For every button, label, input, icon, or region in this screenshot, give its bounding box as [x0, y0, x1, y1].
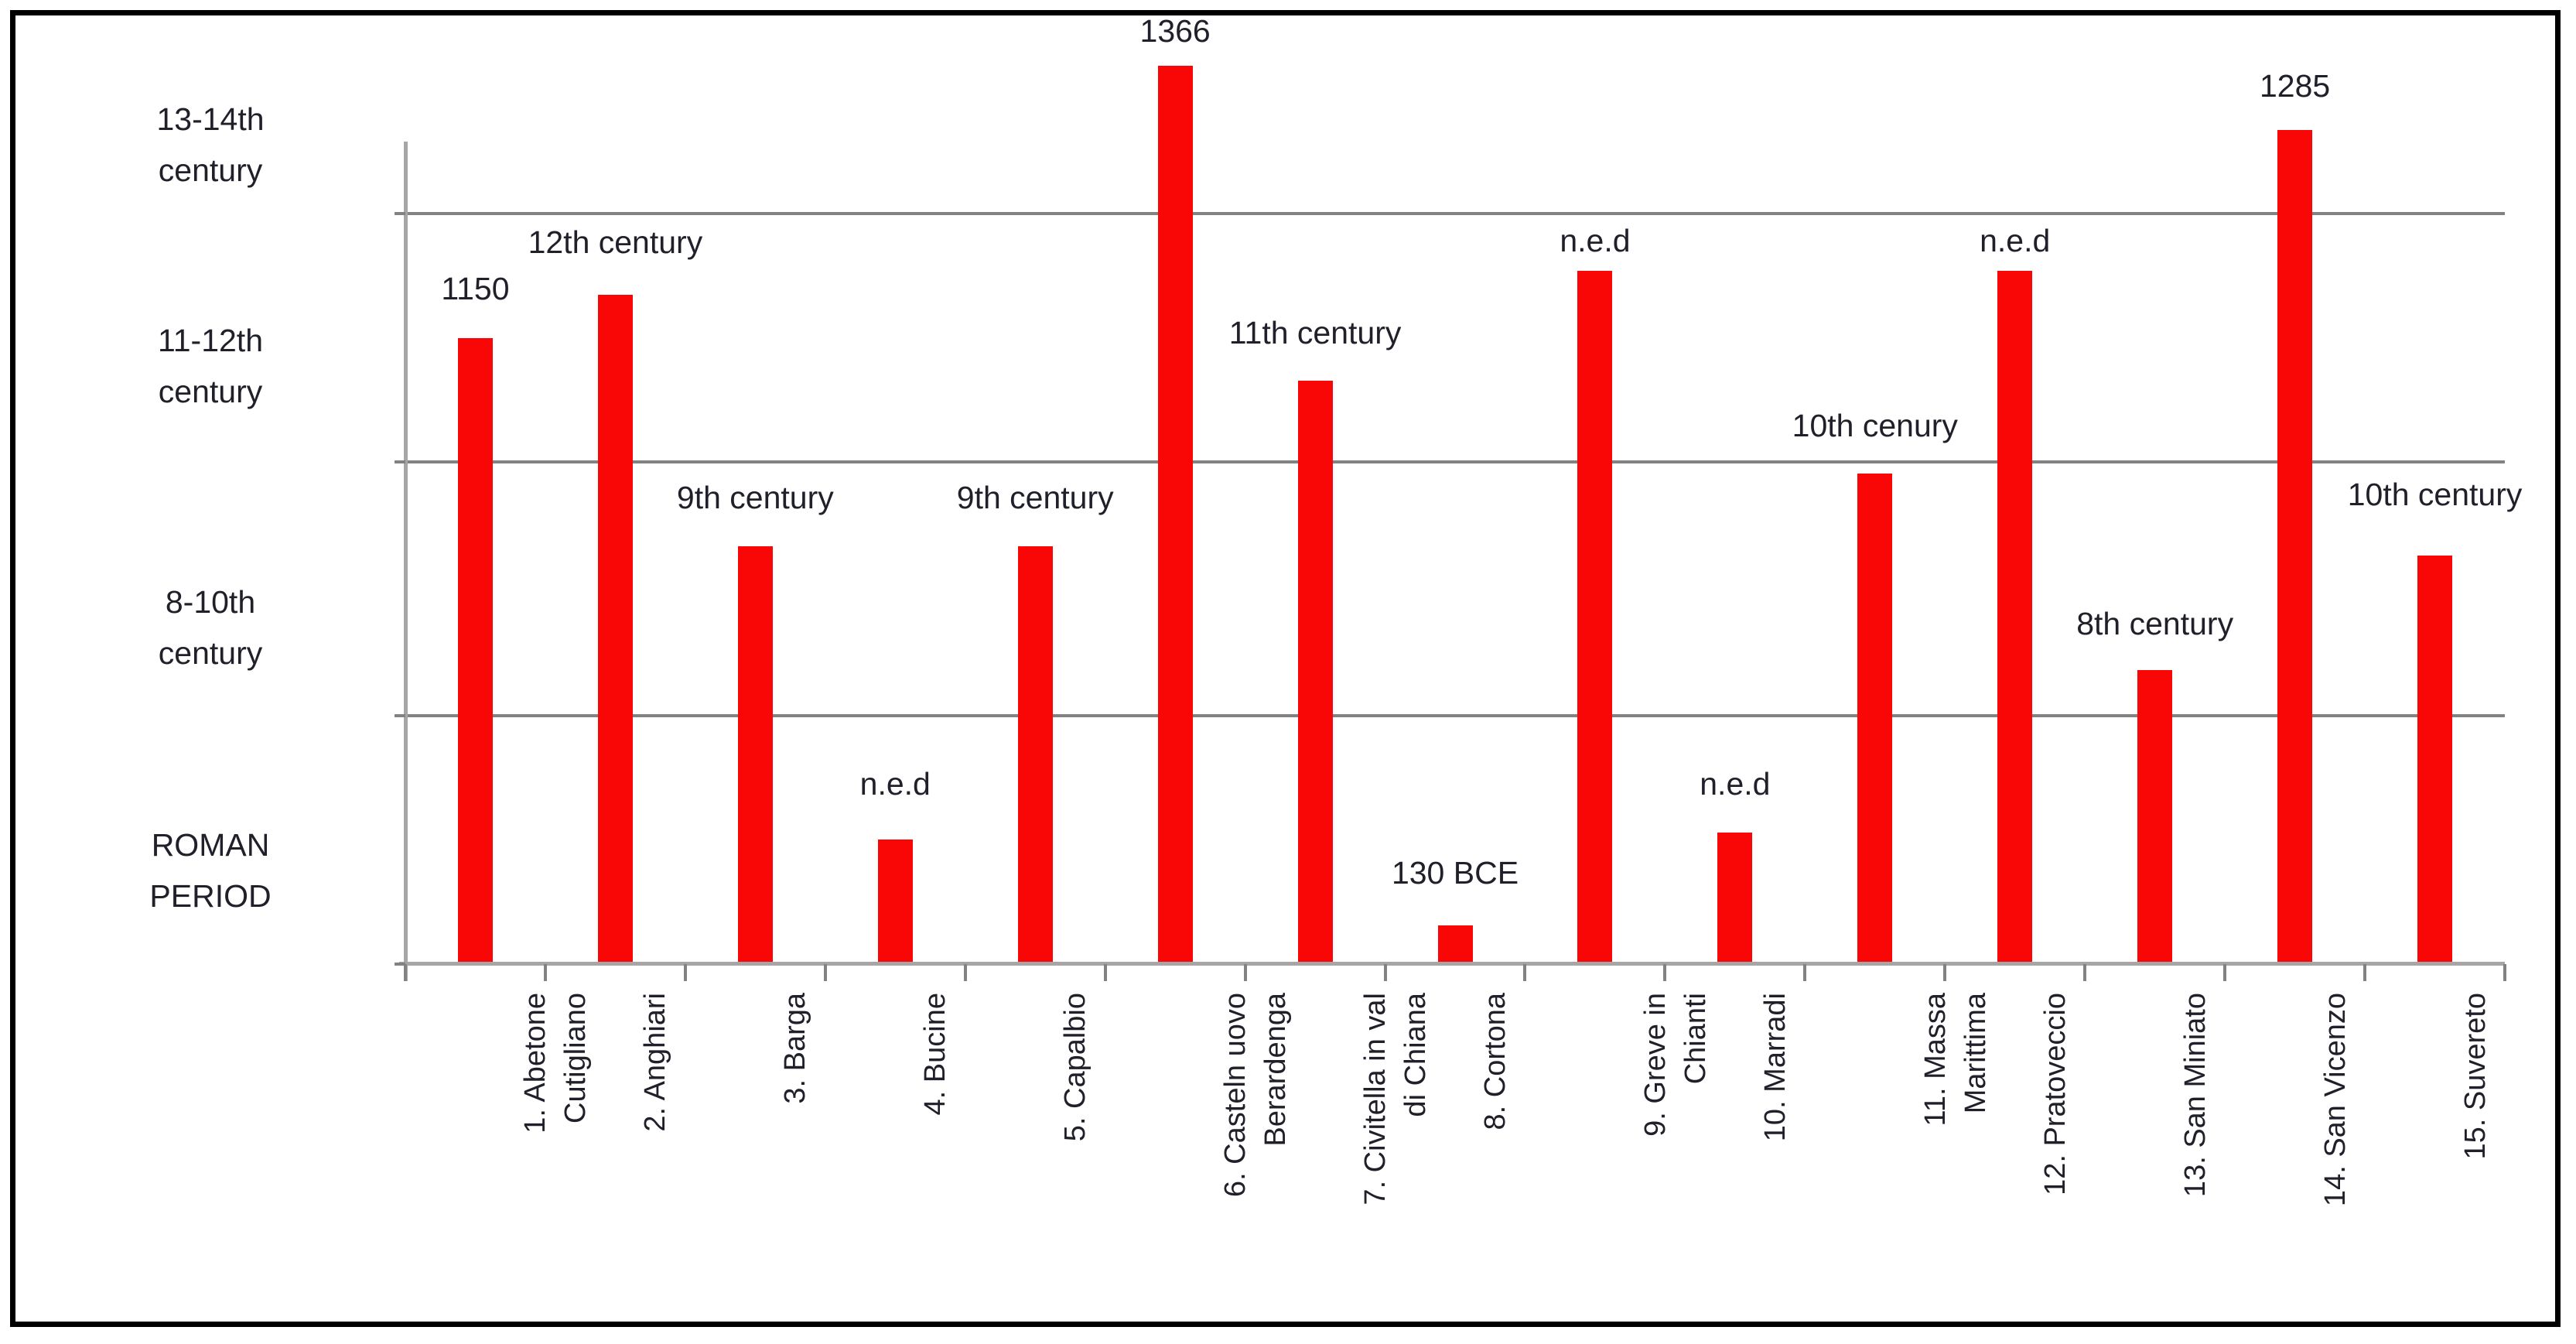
- x-axis-tick: [2363, 964, 2367, 981]
- bar: [2277, 130, 2313, 964]
- bar-value-label: 11th century: [1228, 315, 1402, 351]
- y-axis-tick: [395, 963, 405, 966]
- y-axis-band-label-line: century: [158, 374, 263, 409]
- bar-value-label: 9th century: [676, 480, 834, 515]
- bar: [597, 295, 633, 964]
- bar-value-label: 130 BCE: [1391, 855, 1519, 891]
- x-axis-tick: [2223, 964, 2227, 981]
- bar-value-label: 10th cenury: [1792, 408, 1958, 443]
- bar-value-label: 1285: [2259, 68, 2331, 104]
- bar-value-label: 8th century: [2076, 606, 2234, 641]
- bar-value-label: 12th century: [528, 224, 703, 260]
- y-axis-band-label: 11-12th century: [158, 315, 263, 417]
- x-axis-tick: [2083, 964, 2087, 981]
- bar-value-label: n.e.d: [1700, 766, 1771, 802]
- gridline: [407, 714, 2505, 717]
- x-axis-tick: [1383, 964, 1387, 981]
- bar: [1157, 66, 1193, 964]
- x-axis-tick: [1943, 964, 1947, 981]
- bar: [1017, 546, 1053, 964]
- x-axis-tick: [963, 964, 967, 981]
- bar-value-label: 1366: [1139, 13, 1211, 49]
- y-axis-band-label: 8-10th century: [159, 576, 262, 679]
- bar: [457, 338, 493, 964]
- y-axis-band-label-line: 8-10th: [165, 584, 256, 620]
- bar: [1717, 833, 1753, 964]
- y-axis-tick: [395, 212, 405, 215]
- bar-value-label: 10th century: [2347, 477, 2523, 512]
- bar: [2137, 670, 2173, 964]
- bar-value-label: 1150: [441, 271, 510, 306]
- x-axis-line: [399, 962, 2505, 966]
- x-axis-tick: [2503, 964, 2506, 981]
- y-axis-band-label-line: ROMAN: [151, 827, 270, 863]
- bar: [2417, 556, 2453, 964]
- x-axis-tick: [1243, 964, 1247, 981]
- bar-value-label: n.e.d: [1560, 223, 1631, 258]
- y-axis-band-label-line: 13-14th: [156, 101, 265, 137]
- x-axis-tick: [1663, 964, 1667, 981]
- bar: [1857, 474, 1893, 964]
- gridline: [407, 460, 2505, 463]
- bar: [1437, 925, 1473, 964]
- y-axis-tick: [395, 714, 405, 717]
- y-axis-band-label-line: century: [158, 152, 263, 188]
- bar: [737, 546, 773, 964]
- bar-value-label: n.e.d: [1980, 223, 2051, 258]
- x-axis-tick: [1803, 964, 1807, 981]
- y-axis-band-label-line: century: [158, 635, 263, 671]
- y-axis-tick: [395, 460, 405, 463]
- y-axis-line: [404, 142, 408, 981]
- chart-border: [10, 10, 2561, 1327]
- bar: [1297, 381, 1333, 964]
- y-axis-band-label: 13-14th century: [156, 94, 264, 196]
- gridline: [407, 212, 2505, 215]
- bar: [1577, 271, 1613, 964]
- x-axis-tick: [823, 964, 827, 981]
- bar: [877, 840, 913, 964]
- bar: [1997, 271, 2033, 964]
- x-axis-tick: [683, 964, 687, 981]
- x-axis-tick: [543, 964, 547, 981]
- x-axis-tick: [1523, 964, 1527, 981]
- x-axis-tick: [1103, 964, 1107, 981]
- y-axis-band-label-line: PERIOD: [149, 878, 272, 914]
- y-axis-band-label-line: 11-12th: [157, 323, 264, 358]
- bar-value-label: 9th century: [956, 480, 1114, 515]
- x-axis-tick: [404, 964, 407, 981]
- y-axis-band-label: ROMAN PERIOD: [149, 819, 271, 922]
- bar-value-label: n.e.d: [859, 766, 931, 802]
